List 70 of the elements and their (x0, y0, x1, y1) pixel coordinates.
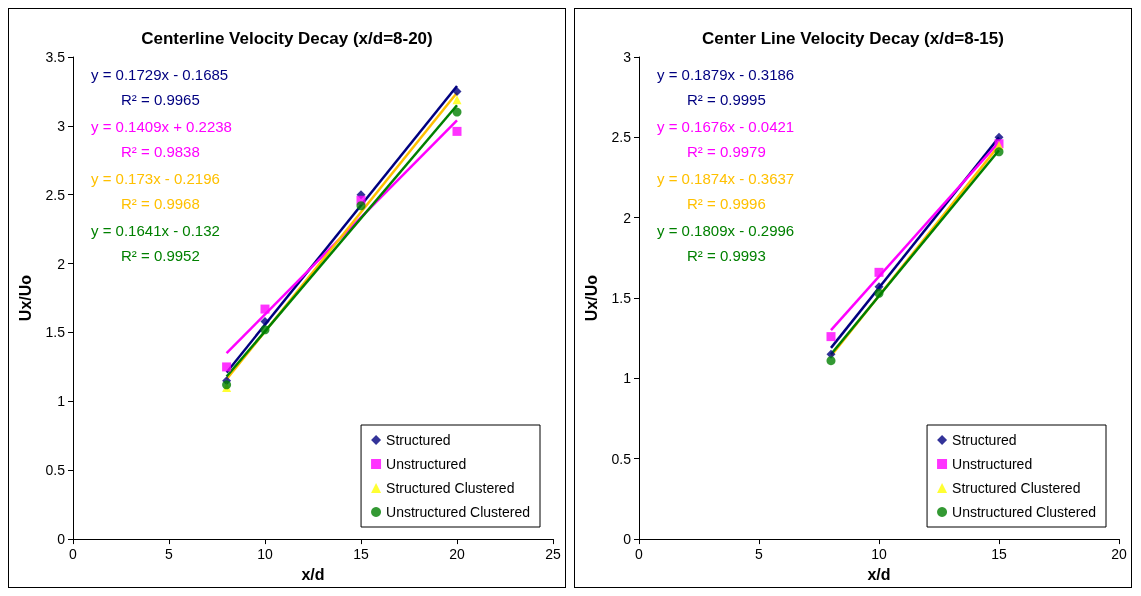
annotation: y = 0.1729x - 0.1685 (91, 66, 229, 83)
point (826, 356, 836, 366)
chart-title: Center Line Velocity Decay (x/d=8-15) (702, 29, 1004, 48)
annotation: R² = 0.9996 (687, 195, 766, 212)
annotation: R² = 0.9968 (121, 195, 200, 212)
annotation: y = 0.1879x - 0.3186 (657, 66, 795, 83)
y-axis-title: Ux/Uo (582, 274, 600, 322)
point (222, 362, 232, 372)
y-tick-label: 3 (57, 117, 66, 134)
point (452, 126, 462, 136)
point (452, 107, 462, 117)
x-tick-label: 20 (1111, 546, 1127, 563)
x-axis-title: x/d (301, 565, 325, 583)
x-tick-label: 20 (449, 546, 465, 563)
point (994, 147, 1004, 157)
y-tick-label: 1 (623, 370, 632, 387)
x-tick-label: 0 (635, 546, 644, 563)
annotation: y = 0.1409x + 0.2238 (91, 118, 232, 135)
annotation: y = 0.1641x - 0.132 (91, 222, 220, 239)
y-tick-label: 2 (57, 255, 66, 272)
y-axis-title: Ux/Uo (16, 274, 34, 322)
x-tick-label: 10 (871, 546, 887, 563)
x-axis-title: x/d (867, 565, 891, 583)
annotation: R² = 0.9965 (121, 91, 200, 108)
legend-label: Structured Clustered (386, 480, 515, 496)
y-tick-label: 0.5 (45, 462, 66, 479)
x-tick-label: 5 (165, 546, 174, 563)
point (356, 201, 366, 211)
annotation: R² = 0.9838 (121, 143, 200, 160)
chart-title: Centerline Velocity Decay (x/d=8-20) (141, 29, 433, 48)
x-tick-label: 15 (353, 546, 369, 563)
y-tick-label: 2.5 (45, 186, 66, 203)
annotation: y = 0.1874x - 0.3637 (657, 170, 795, 187)
x-tick-label: 25 (545, 546, 561, 563)
x-tick-label: 15 (991, 546, 1007, 563)
y-tick-label: 2.5 (611, 129, 632, 146)
annotation: y = 0.173x - 0.2196 (91, 170, 220, 187)
legend-label: Unstructured Clustered (386, 504, 530, 520)
y-tick-label: 3.5 (45, 49, 66, 65)
y-tick-label: 3 (623, 49, 632, 65)
point (260, 304, 270, 314)
legend-label: Unstructured (386, 456, 467, 472)
legend-label: Unstructured Clustered (952, 504, 1096, 520)
y-tick-label: 1.5 (611, 290, 632, 307)
annotation: R² = 0.9995 (687, 91, 766, 108)
annotation: R² = 0.9952 (121, 247, 200, 264)
point (452, 86, 462, 96)
point (452, 95, 462, 105)
x-tick-label: 0 (69, 546, 78, 563)
annotation: y = 0.1676x - 0.0421 (657, 118, 795, 135)
annotation: y = 0.1809x - 0.2996 (657, 222, 795, 239)
point (826, 332, 836, 342)
annotation: R² = 0.9979 (687, 143, 766, 160)
y-tick-label: 0 (623, 531, 632, 548)
y-tick-label: 1.5 (45, 324, 66, 341)
annotation: R² = 0.9993 (687, 247, 766, 264)
point (260, 325, 270, 335)
y-tick-label: 1 (57, 393, 66, 410)
legend-label: Structured (386, 432, 451, 448)
point (874, 288, 884, 298)
point (874, 267, 884, 277)
x-tick-label: 5 (755, 546, 764, 563)
legend-label: Unstructured (952, 456, 1033, 472)
legend-label: Structured (952, 432, 1017, 448)
y-tick-label: 2 (623, 209, 632, 226)
y-tick-label: 0 (57, 531, 66, 548)
point (260, 316, 270, 326)
y-tick-label: 0.5 (611, 450, 632, 467)
legend-label: Structured Clustered (952, 480, 1081, 496)
x-tick-label: 10 (257, 546, 273, 563)
